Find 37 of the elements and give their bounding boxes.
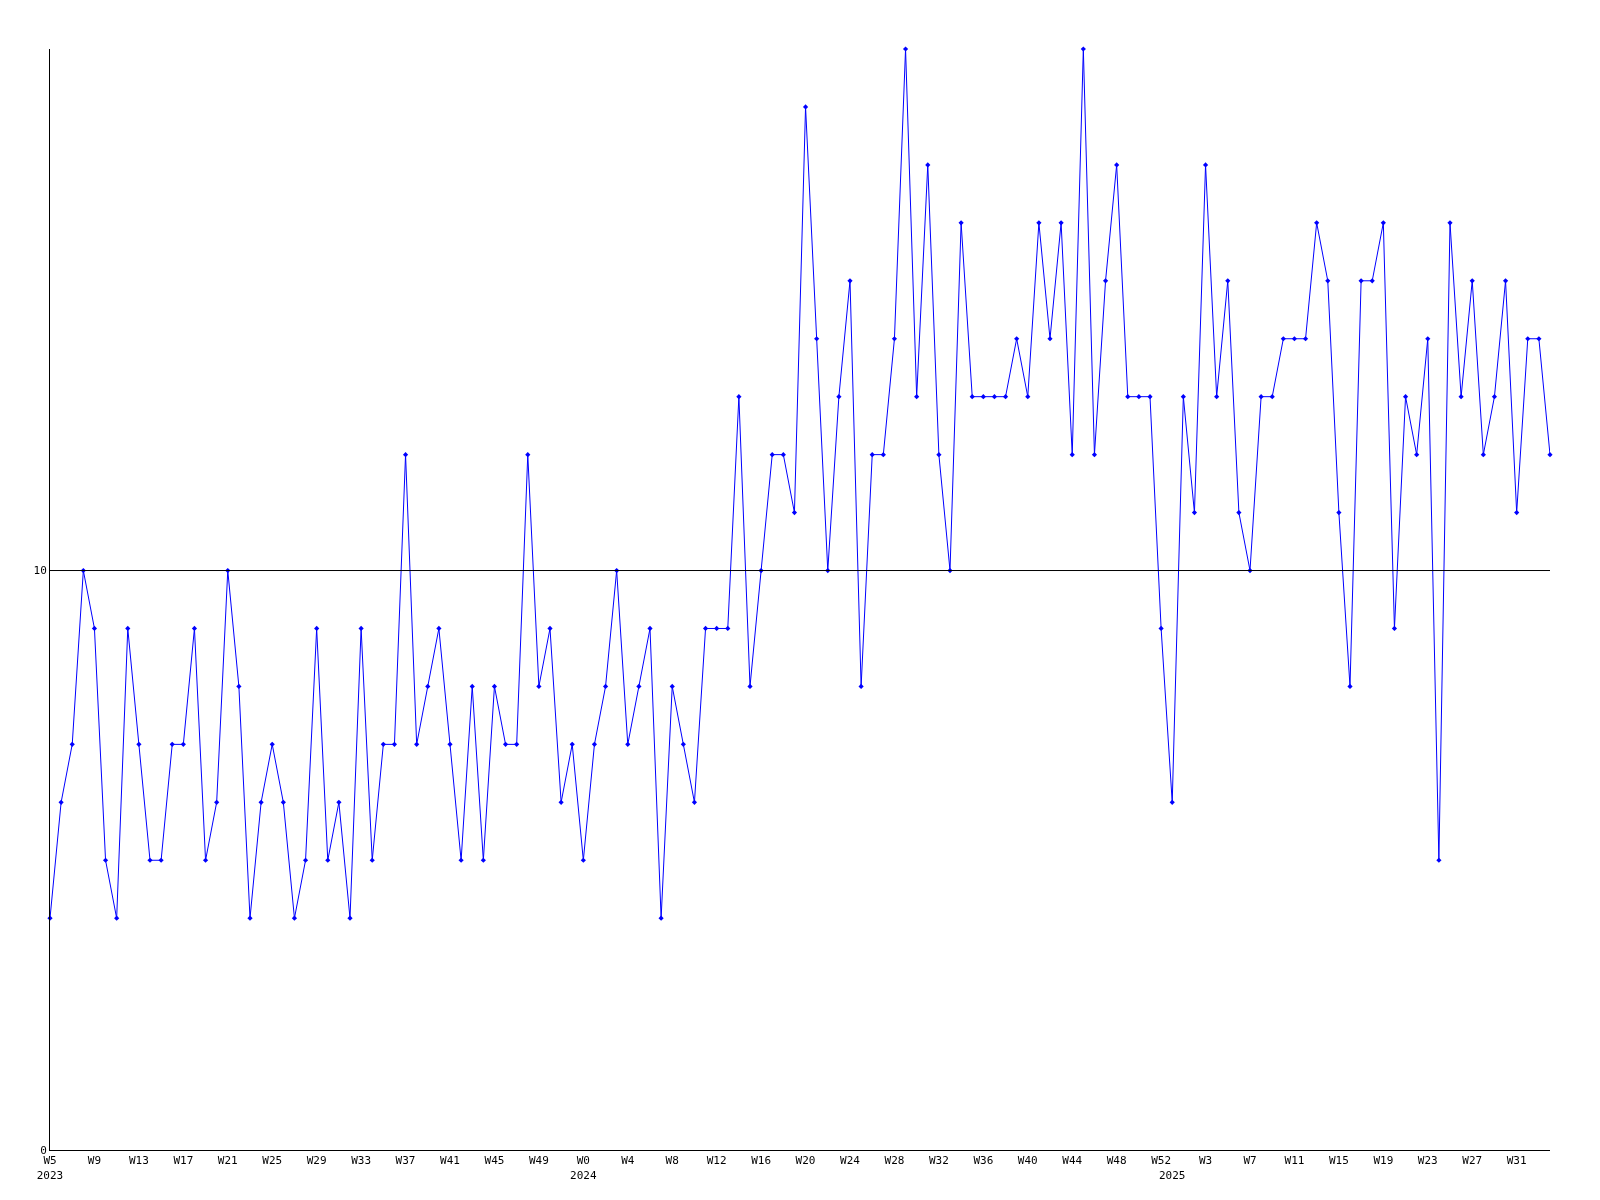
x-tick-label: W41 (440, 1154, 460, 1168)
y-tick-label: 10 (33, 564, 47, 578)
x-tick-label: W8 (665, 1154, 679, 1168)
x-tick-label: W19 (1373, 1154, 1394, 1168)
x-tick-label: W25 (262, 1154, 283, 1168)
x-tick-label: W20 (795, 1154, 816, 1168)
x-tick-label: W23 (1417, 1154, 1438, 1168)
x-tick-label: W5 2023 (36, 1154, 64, 1182)
x-tick-label: W12 (706, 1154, 727, 1168)
x-tick-label: 2025 (1158, 1168, 1186, 1182)
x-tick-label: W40 (1017, 1154, 1038, 1168)
x-tick-label: W49 (528, 1154, 549, 1168)
x-tick-label: W17 (173, 1154, 194, 1168)
x-tick-label: W21 (217, 1154, 238, 1168)
x-tick-label: W37 (395, 1154, 416, 1168)
x-tick-label: W44 (1062, 1154, 1083, 1168)
x-tick-label: W24 (840, 1154, 861, 1168)
x-tick-label: W45 (484, 1154, 505, 1168)
x-tick-label: W3 (1198, 1154, 1213, 1168)
x-tick-label: W31 (1506, 1154, 1527, 1168)
x-tick-label: W27 (1462, 1154, 1483, 1168)
x-tick-label: W15 (1328, 1154, 1349, 1168)
x-tick-label: W36 (973, 1154, 994, 1168)
x-tick-label: W28 (884, 1154, 905, 1168)
x-tick-label: W0 2024 (570, 1154, 597, 1182)
x-tick-label: W32 (928, 1154, 949, 1168)
x-tick-label: W13 (128, 1154, 149, 1168)
x-tick-label: W33 (351, 1154, 372, 1168)
y-tick-label: 0 (40, 1143, 47, 1157)
x-tick-label: W7 (1243, 1154, 1257, 1168)
x-tick-label: W48 (1106, 1154, 1127, 1168)
x-tick-label: W4 (621, 1154, 635, 1168)
x-tick-label: W52 (1151, 1154, 1172, 1168)
x-tick-label: W16 (751, 1154, 772, 1168)
x-tick-label: W11 (1284, 1154, 1305, 1168)
x-tick-label: W29 (306, 1154, 327, 1168)
x-tick-label: W9 (87, 1154, 102, 1168)
